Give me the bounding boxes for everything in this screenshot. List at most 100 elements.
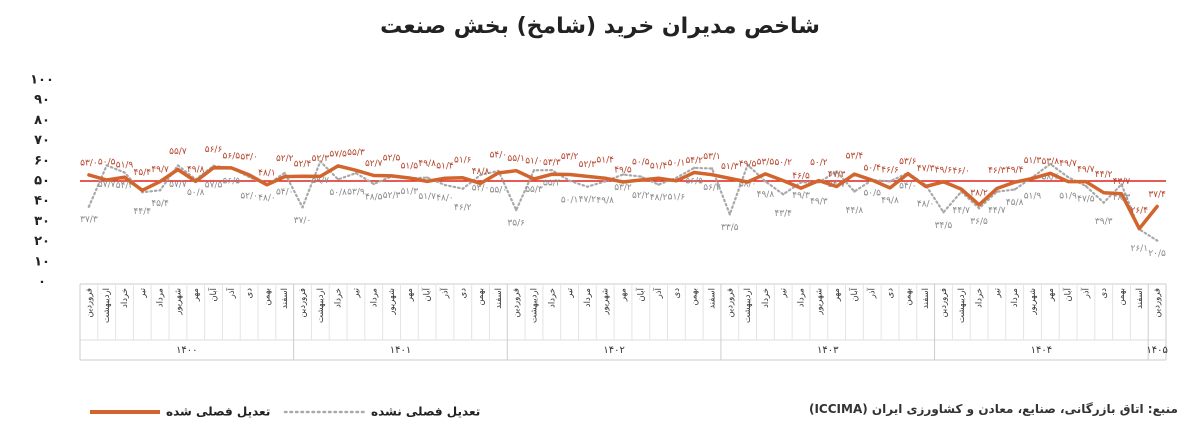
data-label: ۵۰/۸ [329,188,347,198]
y-tick-label: ۰ [38,275,46,290]
point [123,175,126,179]
data-label: ۵۴/۰ [899,181,917,191]
data-label: ۵۶/۵ [685,176,703,186]
point [586,185,589,188]
data-label: ۵۲/۳ [579,160,597,170]
data-label: ۵۱/۳ [1024,156,1042,166]
data-label: ۴۹/۷ [1059,159,1077,169]
point [1120,183,1123,186]
data-label: ۵۱/۹ [116,161,134,171]
x-tick-label: بهمن [262,288,272,306]
x-tick-label: اسفند [708,288,718,309]
point [906,172,910,175]
x-tick-label: اردیبهشت [957,288,967,323]
x-tick-label: شهریور [1028,288,1038,316]
data-label: ۵۳/۲ [614,183,632,193]
point [835,185,838,188]
point [1013,181,1016,184]
x-tick-label: آذر [1079,287,1091,299]
data-label: ۵۰/۲ [774,158,792,168]
data-label: ۵۱/۷ [418,192,436,202]
data-label: ۳۸/۲ [970,188,988,198]
point [693,171,696,174]
x-tick-label: خرداد [761,288,771,308]
data-label: ۴۴/۸ [846,206,864,216]
data-label: ۴۸/۸ [472,167,490,177]
data-label: ۵۱/۹ [1024,192,1042,202]
data-label: ۵۸/۴ [1042,173,1060,183]
data-label: ۵۵/۴ [543,179,561,189]
point [710,167,714,170]
x-tick-label: آبان [848,287,860,301]
y-tick-label: ۱۰ [34,254,50,269]
data-label: ۵۰/۱ [561,195,579,205]
data-label: ۴۹/۸ [881,196,899,206]
x-tick-label: شهریور [387,288,397,316]
data-label: ۵۳/۰ [240,152,258,162]
chart-title: شاخص مدیران خرید (شامخ) بخش صنعت [380,14,820,39]
point [853,172,856,176]
y-tick-label: ۴۰ [34,194,50,209]
point [123,171,126,174]
data-label: ۵۴/۰ [490,150,508,160]
data-label: ۴۸/۰ [258,194,276,204]
x-tick-label: فروردین [939,288,949,318]
x-tick-label: بهمن [690,288,700,306]
data-label: ۴۹/۵ [614,166,632,176]
data-label: ۲۶/۴ [1131,206,1149,216]
y-tick-label: ۷۰ [34,133,50,148]
x-tick-label: مهر [191,288,201,302]
point [479,182,482,185]
data-label: ۲۶/۱ [1131,244,1149,254]
y-tick-label: ۲۰ [34,234,50,249]
data-label: ۴۴/۷ [952,206,970,216]
point [639,178,643,182]
x-tick-label: تیر [565,287,575,298]
data-label: ۵۰/۵ [863,188,881,198]
point [105,178,108,182]
data-label: ۵۰/۸ [187,188,205,198]
point [461,176,464,179]
point [977,207,981,210]
point [603,176,607,180]
x-group-label: ۱۴۰۳ [817,345,839,356]
point [888,180,892,183]
point [319,175,322,178]
point [532,169,536,172]
data-label: ۵۳/۵ [757,157,775,167]
point [425,180,429,183]
point [372,174,375,177]
point [764,180,767,183]
x-tick-label: مرداد [797,288,807,307]
point [942,180,945,184]
data-label: ۵۲/۲ [632,191,650,201]
point [514,169,518,172]
x-tick-label: فروردین [1153,288,1163,318]
data-label: ۵۱/۳ [401,187,419,197]
x-tick-label: مرداد [1010,288,1020,307]
data-label: ۵۷/۷ [169,180,187,190]
point [479,173,482,177]
data-label: ۴۶/۳ [988,166,1006,176]
y-tick-label: ۳۰ [34,214,50,229]
point [995,187,999,190]
data-label: ۵۱/۳ [721,162,739,172]
point [1013,188,1016,191]
point [283,175,286,178]
point [443,176,447,180]
point [1049,162,1052,166]
point [497,171,500,175]
point [301,206,304,209]
data-label: ۴۷/۳ [917,164,935,174]
data-label: ۵۵/۳ [347,148,365,158]
point [443,183,447,187]
data-label: ۴۹/۸ [187,165,205,175]
data-label: ۵۳/۰ [472,183,490,193]
x-tick-label: آبان [421,287,433,301]
data-label: ۵۲/۰ [240,191,258,201]
y-tick-label: ۵۰ [34,174,50,189]
data-label: ۵۳/۰ [80,158,98,168]
point [550,168,553,172]
point [319,160,322,163]
